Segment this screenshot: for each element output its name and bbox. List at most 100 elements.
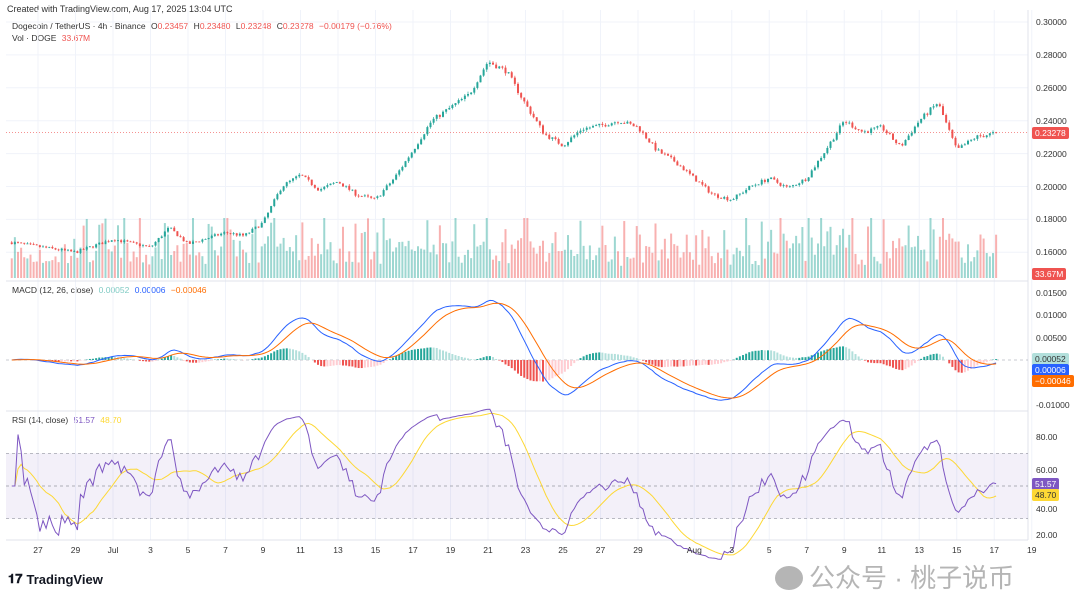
volume-bar bbox=[563, 249, 566, 278]
macd-histogram-bar bbox=[738, 356, 741, 360]
rsi-label[interactable]: RSI (14, close) bbox=[12, 415, 69, 425]
macd-histogram-bar bbox=[726, 360, 729, 362]
candle-body bbox=[388, 183, 391, 186]
volume-bar bbox=[838, 235, 841, 278]
volume-bar bbox=[320, 254, 323, 278]
volume-bar bbox=[167, 234, 169, 278]
macd-histogram-bar bbox=[273, 351, 276, 360]
macd-histogram-bar bbox=[167, 356, 169, 360]
volume-bar bbox=[679, 257, 682, 278]
macd-histogram-bar bbox=[254, 358, 257, 360]
macd-histogram-bar bbox=[195, 360, 198, 363]
macd-histogram-bar bbox=[376, 360, 379, 366]
candle-body bbox=[526, 101, 529, 107]
candle-body bbox=[623, 123, 626, 124]
macd-histogram-bar bbox=[548, 360, 551, 381]
macd-histogram-bar bbox=[673, 360, 676, 367]
macd-histogram-bar bbox=[323, 360, 326, 367]
macd-histogram-bar bbox=[282, 348, 285, 360]
volume-bar bbox=[738, 250, 741, 278]
candle-body bbox=[551, 137, 554, 139]
macd-histogram-bar bbox=[488, 356, 491, 360]
volume-bar bbox=[313, 255, 316, 278]
macd-histogram-bar bbox=[954, 360, 957, 371]
macd-histogram-bar bbox=[745, 353, 748, 360]
candle-body bbox=[892, 133, 894, 140]
candle-body bbox=[132, 241, 135, 243]
candle-body bbox=[632, 123, 635, 127]
candle-body bbox=[88, 246, 91, 248]
volume-bar bbox=[929, 218, 932, 278]
candle-body bbox=[373, 197, 376, 199]
volume-bar bbox=[742, 256, 744, 278]
volume-bar bbox=[967, 244, 969, 278]
macd-histogram-bar bbox=[88, 358, 91, 360]
volume-bar bbox=[670, 233, 673, 278]
macd-histogram-bar bbox=[692, 360, 694, 366]
tradingview-logo[interactable]: 𝟏𝟕 TradingView bbox=[8, 571, 103, 587]
macd-histogram-bar bbox=[676, 360, 679, 367]
volume-bar bbox=[188, 254, 191, 278]
candle-body bbox=[660, 149, 663, 154]
candle-body bbox=[170, 227, 173, 229]
macd-histogram-bar bbox=[142, 360, 144, 362]
volume-bar bbox=[263, 243, 266, 278]
volume-bar bbox=[204, 263, 207, 278]
macd-histogram-bar bbox=[651, 360, 654, 365]
volume-bar bbox=[676, 245, 679, 278]
volume-bar bbox=[117, 225, 119, 278]
candle-body bbox=[992, 132, 994, 134]
volume-bar bbox=[898, 238, 901, 278]
time-tick-label: Aug bbox=[686, 545, 702, 555]
volume-bar bbox=[63, 244, 66, 278]
volume-bar bbox=[535, 253, 538, 278]
time-tick-label: 9 bbox=[260, 545, 266, 555]
macd-histogram-bar bbox=[785, 356, 788, 360]
macd-histogram-bar bbox=[417, 348, 419, 360]
macd-histogram-bar bbox=[451, 353, 454, 360]
volume-bar bbox=[629, 258, 632, 278]
candle-body bbox=[563, 145, 566, 147]
volume-bar bbox=[54, 256, 57, 278]
volume-bar bbox=[748, 245, 751, 278]
volume-bar bbox=[445, 243, 448, 278]
candle-body bbox=[798, 183, 801, 186]
candle-body bbox=[301, 174, 304, 176]
volume-bar bbox=[698, 264, 701, 278]
symbol[interactable]: Dogecoin / TetherUS · 4h · Binance bbox=[12, 21, 146, 31]
created-caption: Created with TradingView.com, Aug 17, 20… bbox=[7, 4, 233, 14]
volume-bar bbox=[548, 253, 551, 278]
volume-bar bbox=[257, 262, 260, 278]
time-tick-label: 27 bbox=[33, 545, 43, 555]
volume-bar bbox=[632, 257, 635, 278]
volume-bar bbox=[338, 248, 341, 278]
macd-tag: 0.00006 bbox=[1032, 364, 1069, 376]
candle-body bbox=[398, 170, 401, 175]
macd-label[interactable]: MACD (12, 26, close) bbox=[12, 285, 94, 295]
candle-body bbox=[307, 177, 310, 180]
macd-histogram-bar bbox=[763, 350, 766, 360]
volume-bar bbox=[910, 247, 913, 278]
volume-bar bbox=[935, 259, 938, 278]
candle-body bbox=[210, 235, 213, 239]
candle-body bbox=[279, 190, 282, 195]
macd-histogram-bar bbox=[279, 349, 282, 360]
candle-body bbox=[310, 179, 313, 186]
macd-histogram-bar bbox=[973, 360, 976, 368]
volume-bar bbox=[513, 248, 516, 278]
macd-histogram-bar bbox=[710, 360, 713, 365]
candle-body bbox=[848, 122, 851, 124]
volume-bar bbox=[101, 223, 104, 278]
macd-tick-label: 0.01500 bbox=[1036, 287, 1067, 298]
candle-body bbox=[248, 232, 251, 234]
volume-bar bbox=[113, 245, 116, 278]
candle-body bbox=[823, 153, 826, 158]
volume-bar bbox=[832, 254, 835, 278]
volume-bar bbox=[926, 261, 929, 278]
candle-body bbox=[423, 134, 426, 140]
macd-histogram-bar bbox=[517, 360, 519, 374]
volume-label[interactable]: Vol · DOGE bbox=[12, 33, 57, 43]
candle-body bbox=[501, 66, 504, 68]
candle-body bbox=[320, 189, 323, 191]
